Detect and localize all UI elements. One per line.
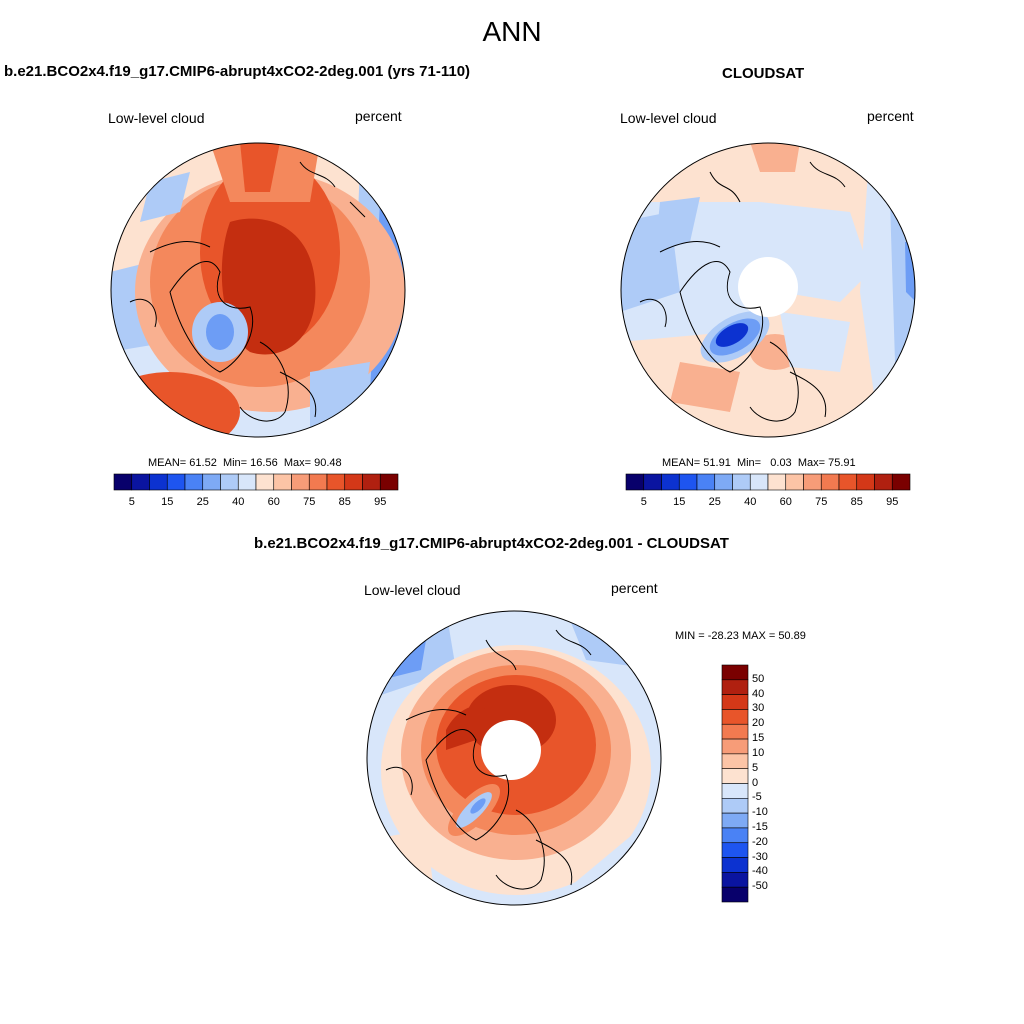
colorbar-tick-label: 15	[161, 496, 174, 508]
diff-units-label: percent	[611, 580, 658, 596]
obs-units-label: percent	[867, 108, 914, 124]
colorbar-swatch	[273, 473, 292, 491]
colorbar-tick-label: 95	[886, 496, 899, 508]
colorbar-swatch	[721, 723, 749, 740]
obs-panel-title: CLOUDSAT	[722, 65, 805, 82]
colorbar-tick-label: 85	[338, 496, 351, 508]
colorbar-tick-label: 5	[752, 761, 759, 774]
colorbar-swatch	[131, 473, 150, 491]
colorbar-swatch	[237, 473, 257, 491]
colorbar-swatch	[721, 857, 749, 873]
figure-title: ANN	[482, 16, 542, 47]
colorbar-swatch	[721, 694, 749, 710]
colorbar-swatch	[721, 886, 749, 903]
colorbar-swatch	[113, 473, 133, 491]
colorbar-swatch	[785, 473, 804, 491]
colorbar-tick-label: -15	[752, 820, 768, 833]
colorbar-swatch	[874, 473, 893, 491]
model-variable-label: Low-level cloud	[108, 110, 205, 126]
colorbar-tick-label: 20	[752, 717, 765, 730]
colorbar-swatch	[721, 827, 749, 844]
colorbar-tick-label: 10	[752, 746, 765, 759]
colorbar-tick-label: 40	[752, 687, 765, 700]
colorbar-tick-label: 30	[752, 702, 765, 715]
colorbar-swatch	[149, 473, 168, 491]
colorbar-swatch	[732, 473, 751, 491]
colorbar-swatch	[661, 473, 680, 491]
colorbar-tick-label: -40	[752, 865, 768, 878]
colorbar-tick-label: 95	[374, 496, 387, 508]
colorbar-swatch	[721, 798, 749, 814]
colorbar-swatch	[721, 664, 749, 681]
colorbar-swatch	[255, 473, 275, 491]
colorbar-tick-label: 75	[303, 496, 316, 508]
obs-stats: MEAN= 51.91 Min= 0.03 Max= 75.91	[662, 457, 856, 469]
colorbar-swatch	[184, 473, 204, 491]
diff-variable-label: Low-level cloud	[364, 582, 461, 598]
colorbar-tick-label: 5	[128, 496, 135, 508]
colorbar-swatch	[220, 473, 239, 491]
colorbar-tick-label: 40	[744, 496, 757, 508]
colorbar-swatch	[625, 473, 645, 491]
colorbar-swatch	[362, 473, 381, 491]
obs-variable-label: Low-level cloud	[620, 110, 717, 126]
colorbar-swatch	[678, 473, 698, 491]
colorbar-swatch	[721, 812, 749, 829]
colorbar-tick-label: 25	[196, 496, 209, 508]
colorbar-swatch	[308, 473, 328, 491]
diff-panel-title: b.e21.BCO2x4.f19_g17.CMIP6-abrupt4xCO2-2…	[254, 535, 729, 552]
obs-polar-map	[620, 142, 916, 438]
colorbar-swatch	[721, 783, 749, 799]
colorbar-tick-label: 15	[673, 496, 686, 508]
colorbar-swatch	[820, 473, 840, 491]
diff-colorbar	[721, 664, 749, 903]
colorbar-swatch	[721, 768, 749, 784]
diff-minmax: MIN = -28.23 MAX = 50.89	[675, 630, 806, 642]
colorbar-swatch	[344, 473, 363, 491]
colorbar-tick-label: 0	[752, 776, 759, 789]
colorbar-swatch	[166, 473, 186, 491]
colorbar-swatch	[643, 473, 662, 491]
colorbar-tick-label: 5	[640, 496, 647, 508]
colorbar-swatch	[696, 473, 716, 491]
colorbar-swatch	[749, 473, 769, 491]
colorbar-tick-label: 60	[779, 496, 792, 508]
model-panel-title: b.e21.BCO2x4.f19_g17.CMIP6-abrupt4xCO2-2…	[4, 63, 471, 80]
colorbar-tick-label: 60	[267, 496, 280, 508]
colorbar-tick-label: -5	[752, 791, 762, 804]
obs-colorbar	[625, 473, 911, 491]
colorbar-tick-label: -30	[752, 850, 768, 863]
colorbar-swatch	[721, 709, 749, 725]
colorbar-swatch	[721, 738, 749, 755]
colorbar-tick-label: 15	[752, 732, 765, 745]
colorbar-swatch	[714, 473, 733, 491]
colorbar-swatch	[856, 473, 875, 491]
colorbar-swatch	[891, 473, 911, 491]
colorbar-swatch	[379, 473, 399, 491]
colorbar-tick-label: 25	[708, 496, 721, 508]
colorbar-swatch	[291, 473, 310, 491]
colorbar-swatch	[721, 872, 749, 888]
colorbar-tick-label: 40	[232, 496, 245, 508]
colorbar-swatch	[721, 842, 749, 858]
colorbar-swatch	[838, 473, 858, 491]
colorbar-tick-label: -20	[752, 835, 768, 848]
model-stats: MEAN= 61.52 Min= 16.56 Max= 90.48	[148, 457, 342, 469]
colorbar-tick-label: -50	[752, 880, 768, 893]
colorbar-swatch	[767, 473, 787, 491]
colorbar-swatch	[721, 753, 749, 769]
colorbar-swatch	[326, 473, 346, 491]
colorbar-tick-label: 50	[752, 672, 765, 685]
model-units-label: percent	[355, 108, 402, 124]
colorbar-tick-label: 75	[815, 496, 828, 508]
colorbar-swatch	[803, 473, 822, 491]
model-polar-map	[110, 142, 406, 438]
colorbar-tick-label: -10	[752, 806, 768, 819]
diff-polar-map	[366, 610, 662, 906]
model-colorbar	[113, 473, 399, 491]
colorbar-swatch	[202, 473, 221, 491]
colorbar-tick-label: 85	[850, 496, 863, 508]
colorbar-swatch	[721, 679, 749, 695]
